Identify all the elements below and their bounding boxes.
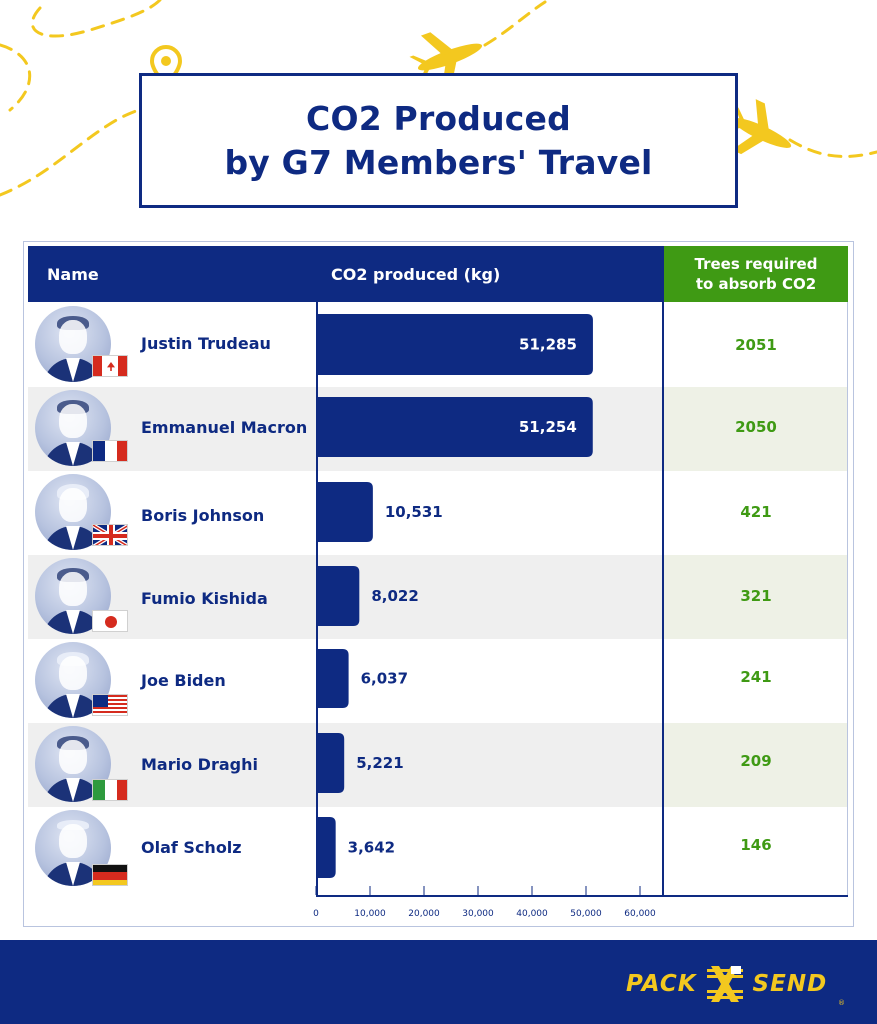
header-trees: Trees required to absorb CO2 [664,246,848,302]
logo-text-right: SEND [752,971,828,997]
canada-flag-icon [92,355,128,377]
trees-cell-bg [664,387,848,471]
table-frame [23,241,854,927]
uk-flag-icon [92,524,128,546]
footer-bar [0,940,877,1024]
person-name: Joe Biden [141,671,226,690]
dashed-path-right [788,138,877,158]
trees-value: 421 [740,503,772,521]
title-box: CO2 Produced by G7 Members' Travel [139,73,738,208]
person-name: Mario Draghi [141,755,258,774]
axis-line [316,895,848,897]
pack-send-logo: PACK SEND [626,966,827,1002]
france-flag-icon [92,440,128,462]
logo-x-mark-icon [706,966,743,1002]
germany-flag-icon [92,864,128,886]
person-name: Justin Trudeau [141,334,271,353]
italy-flag-icon [92,779,128,801]
dashed-path-top-left [30,0,162,38]
header-trees-line-2: to absorb CO2 [695,275,817,293]
dashed-path-top-right [483,0,547,47]
header-name-label: Name [47,264,99,284]
header-trees-line-1: Trees required [694,255,818,273]
logo-text-left: PACK [626,971,697,997]
trees-value: 2050 [735,418,777,436]
person-name: Boris Johnson [141,506,265,525]
usa-flag-icon [92,694,128,716]
japan-flag-icon [92,610,128,632]
column-divider [662,246,664,896]
chart-title-line-1: CO2 Produced [306,98,571,138]
person-name: Emmanuel Macron [141,418,308,437]
trees-value: 241 [740,668,772,686]
person-name: Olaf Scholz [141,838,242,857]
column-divider [847,302,848,896]
header-co2: CO2 produced (kg) [317,246,663,302]
column-divider [316,246,318,896]
dashed-path-left [0,43,32,112]
logo-registered-mark: ® [838,999,845,1007]
trees-cell-bg [664,723,848,807]
header-name: Name [28,246,316,302]
trees-value: 2051 [735,336,777,354]
chart-title-line-2: by G7 Members' Travel [224,142,653,182]
trees-value: 321 [740,587,772,605]
trees-cell-bg [664,555,848,639]
person-name: Fumio Kishida [141,589,268,608]
header-co2-label: CO2 produced (kg) [331,264,501,284]
trees-value: 209 [740,752,772,770]
trees-value: 146 [740,836,772,854]
